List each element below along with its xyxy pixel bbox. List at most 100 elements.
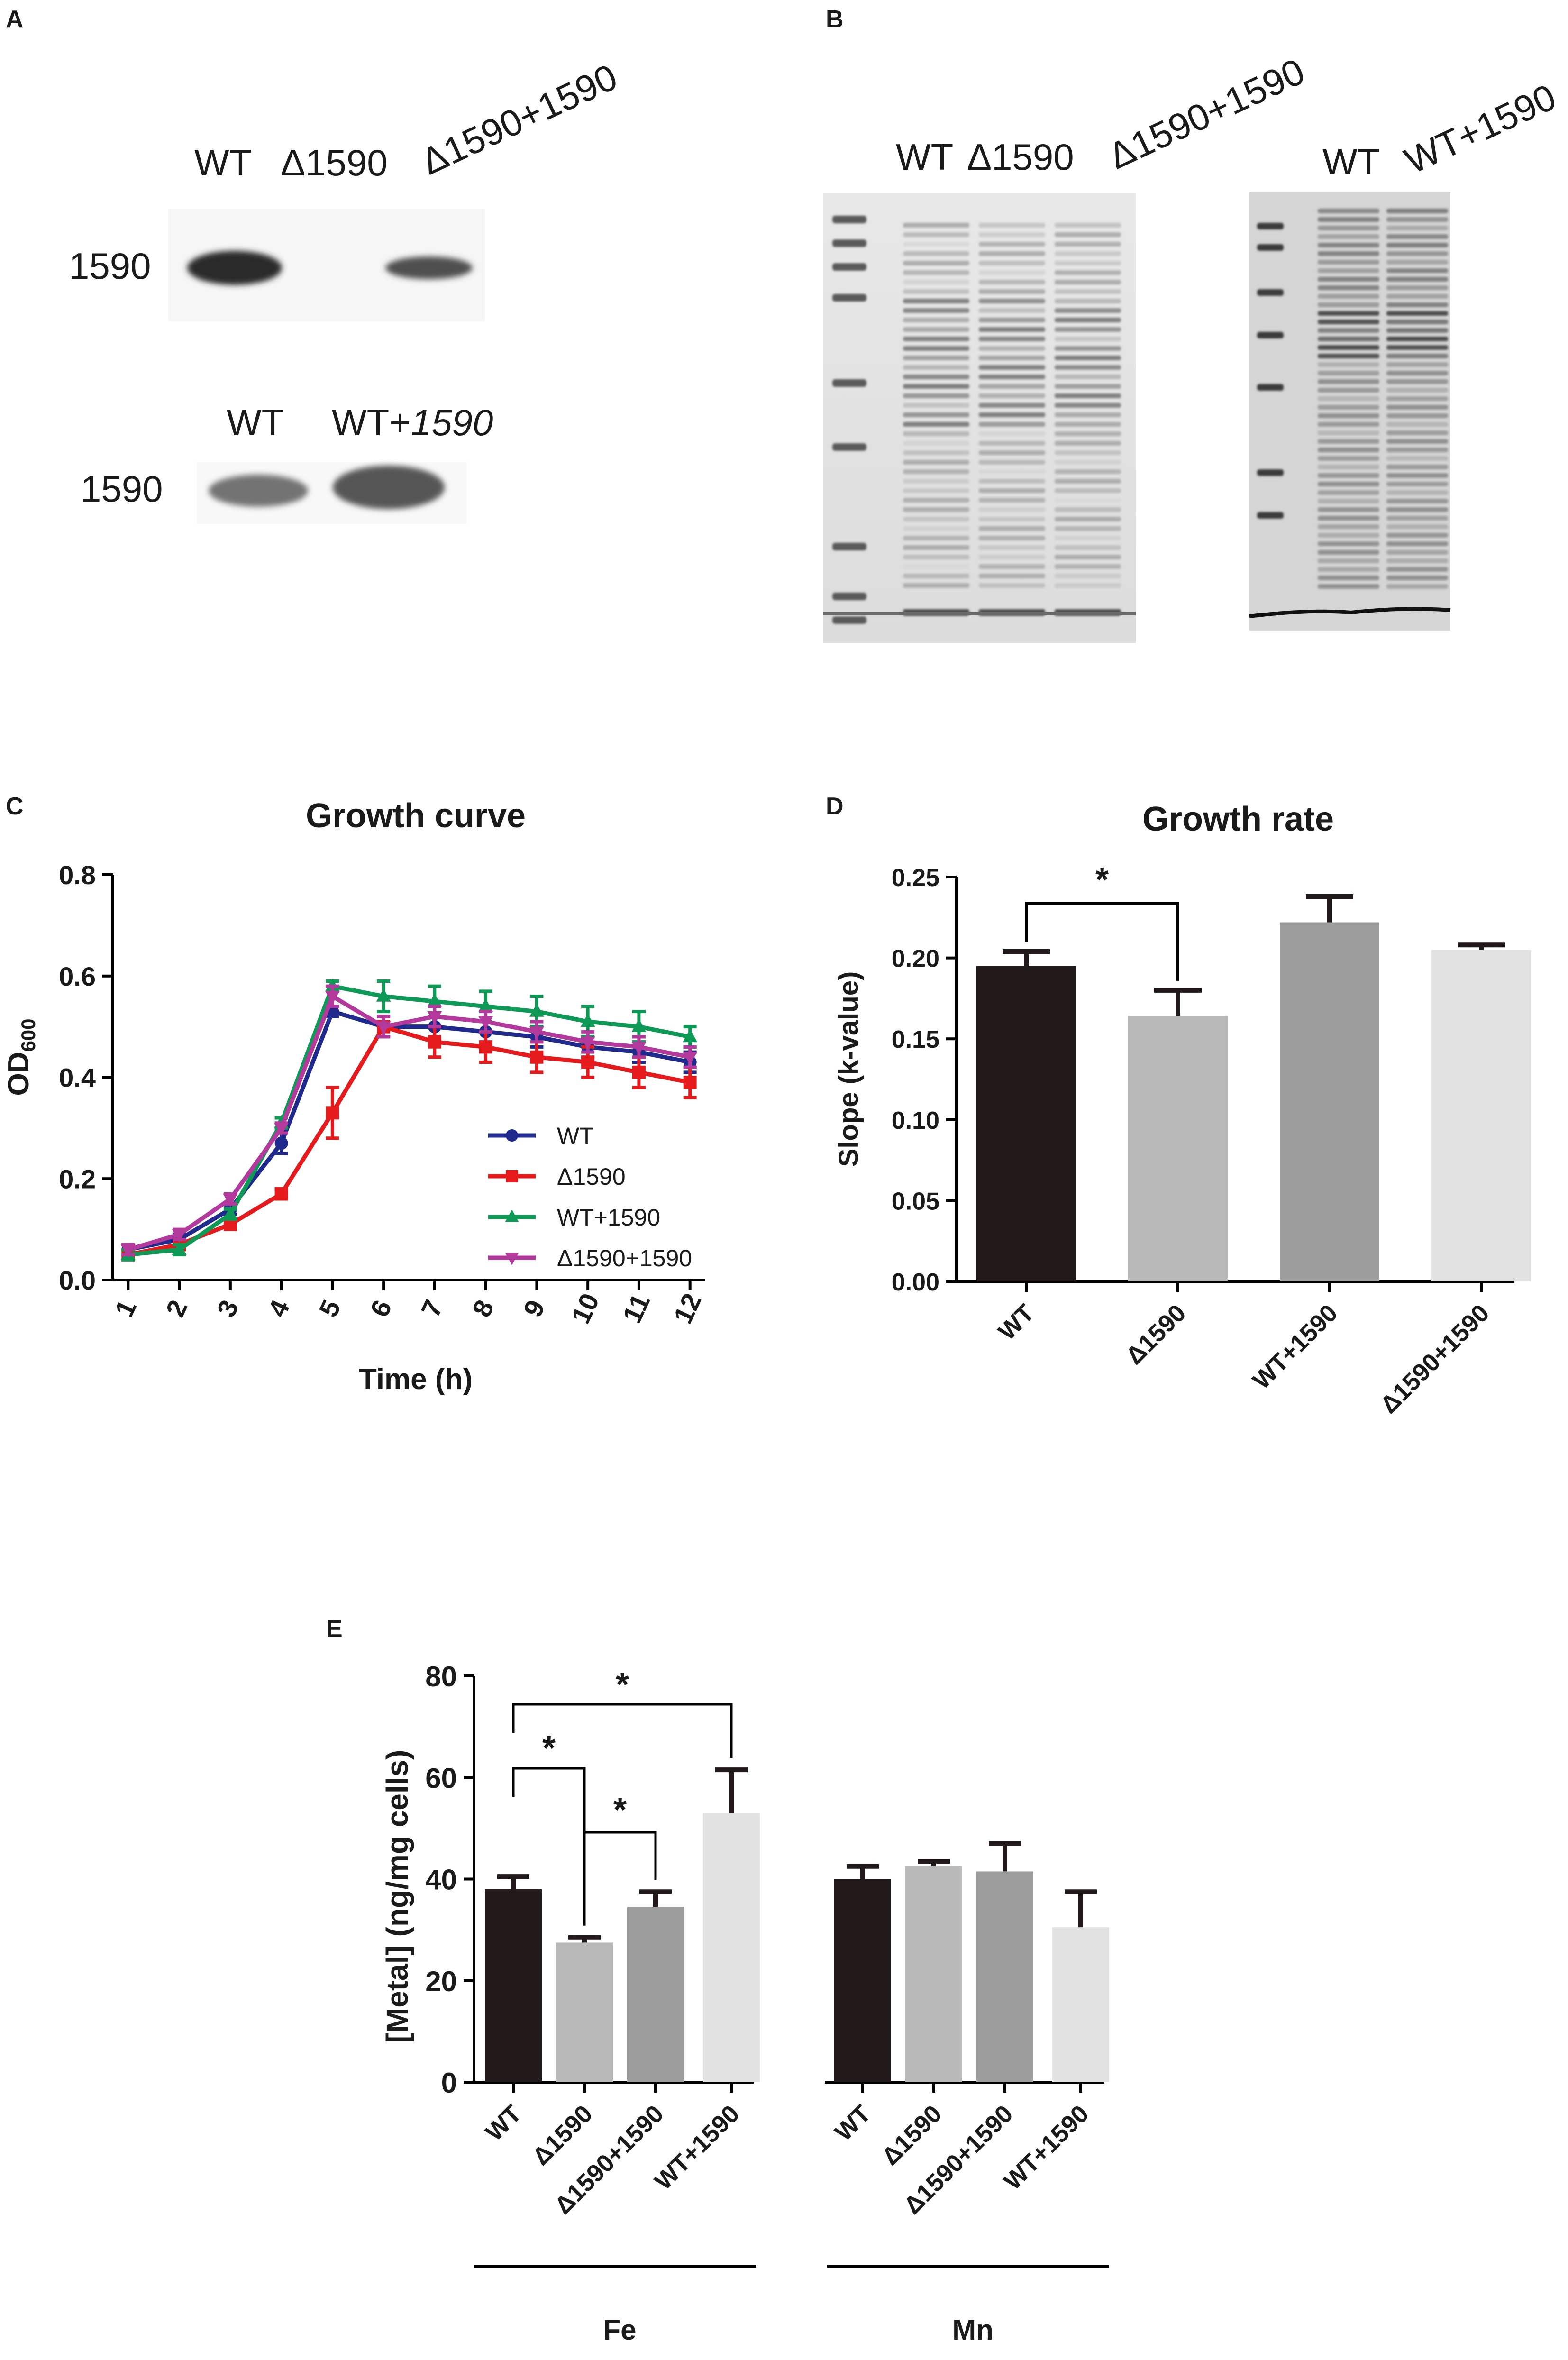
chart-e-xtick-label: Δ1590 [527, 2100, 598, 2170]
chart-c-legend-label: WT+1590 [557, 1204, 660, 1231]
chart-c-point [478, 1016, 493, 1030]
gel-2-protein-band [1386, 576, 1448, 580]
chart-c-point [223, 1193, 238, 1207]
chart-c-point [274, 1187, 288, 1201]
chart-c-series-line [128, 993, 691, 1252]
gel-1-protein-band [979, 507, 1045, 512]
gel-2-protein-band [1318, 550, 1379, 555]
chart-e-significance-bracket [512, 1703, 733, 1758]
chart-c-legend: WT Δ1590 WT+1590 Δ1590+1590 [488, 1123, 692, 1271]
chart-e-ylabel: [Metal] (ng/mg cells) [380, 1750, 414, 2043]
gel-1-protein-band [979, 422, 1045, 427]
gel-2-protein-band [1386, 405, 1448, 410]
gel-1-protein-band [1055, 488, 1121, 493]
chart-d-ytick-label: 0.05 [892, 1188, 939, 1215]
chart-c-point [581, 1055, 595, 1069]
chart-c-point [172, 1242, 187, 1255]
chart-e-ytick-label: 40 [425, 1864, 457, 1896]
chart-c-point [172, 1229, 187, 1243]
gel-1-protein-band [979, 583, 1045, 588]
gel-2-protein-band [1318, 388, 1379, 393]
chart-c-point [529, 1003, 544, 1017]
gel-2-protein-band [1386, 234, 1448, 239]
gel-1-protein-band [903, 555, 969, 559]
gel-1-protein-band [979, 270, 1045, 275]
chart-e-xtick-label: WT [480, 2100, 527, 2146]
gel-1-protein-band [979, 365, 1045, 370]
chart-c-series-line [128, 1009, 691, 1252]
gel-1-protein-band [1055, 422, 1121, 427]
gel-1-marker-band [832, 294, 866, 302]
gel-2-protein-band [1386, 482, 1448, 486]
gel-2-protein-band [1318, 405, 1379, 410]
gel-2-protein-band [1386, 354, 1448, 358]
gel-1-protein-band [979, 564, 1045, 569]
gel-2-protein-band [1318, 226, 1379, 230]
gel-2-protein-band [1386, 337, 1448, 341]
gel-2-protein-band [1386, 285, 1448, 290]
gel-1-protein-band [1055, 365, 1121, 370]
gel-2-marker-band [1257, 469, 1284, 476]
gel-1-protein-band [903, 450, 969, 455]
gel-1-protein-band [1055, 393, 1121, 398]
blot-a-top-band-label: 1590 [69, 245, 151, 287]
chart-d-ylabel: Slope (k-value) [833, 971, 864, 1167]
gel-1-protein-band [1055, 346, 1121, 351]
gel-1-protein-band [1055, 536, 1121, 540]
gel-1-protein-band [979, 469, 1045, 474]
gel-1-protein-band [979, 308, 1045, 313]
gel-1-protein-band [979, 384, 1045, 389]
chart-c-ytick-label: 0.0 [59, 1265, 96, 1295]
chart-e-significance-label: * [616, 1666, 629, 1704]
gel-1-protein-band [1055, 318, 1121, 322]
gel-1-protein-band [903, 460, 969, 465]
gel-2-protein-band [1386, 439, 1448, 444]
chart-c-ytick-label: 0.6 [59, 961, 96, 991]
gel-1-protein-band [903, 441, 969, 446]
gel-2-protein-band [1318, 558, 1379, 563]
chart-e-significance-label: * [542, 1729, 556, 1767]
chart-c-title: Growth curve [306, 797, 526, 835]
chart-e-xtick-label: Δ1590 [876, 2100, 947, 2170]
gel-1-protein-band [1055, 564, 1121, 569]
chart-d-xtick-label: WT [993, 1299, 1039, 1345]
gel-1-protein-band [1055, 441, 1121, 446]
blot-a-top-lane-1: WT [194, 142, 252, 183]
panel-a: A WT Δ1590 Δ1590+1590 1590 WT WT+1590 15… [6, 6, 623, 524]
chart-d-ytick-label: 0.10 [892, 1107, 939, 1134]
gel-2-protein-band [1318, 396, 1379, 401]
chart-e-bar [703, 1813, 760, 2082]
chart-c-point [274, 1136, 288, 1150]
blot-a-bottom-band-label: 1590 [81, 468, 163, 510]
gel-1-protein-band [979, 431, 1045, 436]
gel-2-protein-band [1318, 439, 1379, 444]
gel-2-protein-band [1318, 251, 1379, 256]
gel-1-marker-band [832, 616, 866, 624]
chart-e-bar [976, 1871, 1033, 2082]
gel-2-protein-band [1318, 516, 1379, 521]
gel-2-protein-band [1386, 243, 1448, 247]
chart-e-bar [905, 1866, 962, 2082]
gel-2-protein-band [1318, 277, 1379, 282]
gel-1-marker-band [832, 443, 866, 451]
gel-2-protein-band [1386, 524, 1448, 529]
gel-2-protein-band [1318, 430, 1379, 435]
gel-2-marker-band [1257, 332, 1284, 338]
gel-2-protein-band [1318, 243, 1379, 247]
gel-2-protein-band [1318, 576, 1379, 580]
chart-c-legend-label: WT [557, 1123, 594, 1149]
gel-2-protein-band [1386, 567, 1448, 572]
gel-1-protein-band [903, 270, 969, 275]
gel-1-protein-band [979, 574, 1045, 578]
chart-e-bar [627, 1907, 684, 2082]
gel-1-protein-band [903, 488, 969, 493]
chart-d-significance-bracket [1025, 902, 1179, 981]
gel-1-protein-band [903, 384, 969, 389]
gel-1-protein-band [979, 412, 1045, 417]
chart-d-ytick-label: 0.00 [892, 1269, 939, 1296]
gel-2-protein-band [1318, 482, 1379, 486]
blot-a-top-lane-3: Δ1590+1590 [415, 56, 623, 183]
gel-1-protein-band [979, 393, 1045, 398]
gel-2-protein-band [1318, 217, 1379, 222]
